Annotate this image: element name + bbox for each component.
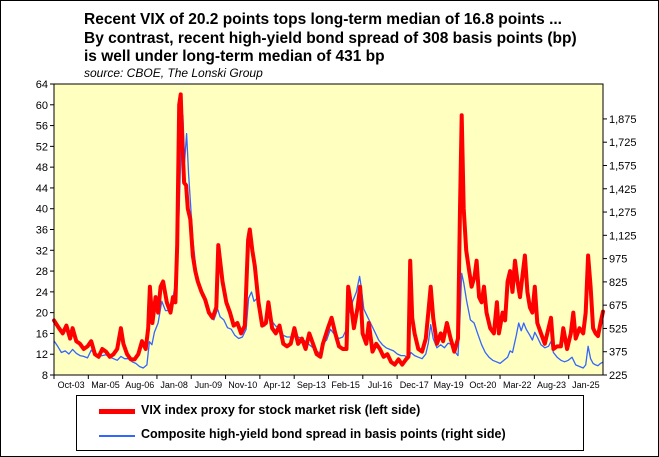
right-axis-ticks: 225 375 525 675 825 975 1,125 1,275 1,425 1,575 1,… [603, 114, 637, 382]
right-tick-label: 1,125 [609, 230, 637, 242]
left-axis-ticks: 8 12 16 20 24 28 32 36 40 44 48 52 56 60 64 [36, 79, 54, 382]
plot-border [53, 83, 604, 376]
right-tick-label: 225 [609, 370, 627, 382]
legend-item-high-yield: Composite high-yield bond spread in basi… [77, 426, 583, 446]
chart-subtitle-line-1: By contrast, recent high-yield bond spre… [84, 30, 577, 47]
left-tick-label: 28 [36, 266, 48, 278]
right-tick-label: 825 [609, 277, 627, 289]
left-tick-label: 36 [36, 225, 48, 237]
x-tick-label: Feb-15 [331, 380, 360, 390]
x-tick-label: May-19 [434, 380, 464, 390]
x-tick-label: Nov-10 [228, 380, 257, 390]
x-tick-label: Mar-22 [503, 380, 532, 390]
left-tick-label: 32 [36, 245, 48, 257]
right-tick-label: 1,575 [609, 160, 637, 172]
left-tick-label: 64 [36, 79, 48, 91]
left-tick-label: 44 [36, 183, 48, 195]
x-tick-label: Apr-12 [264, 380, 291, 390]
legend-swatch-vix [99, 409, 135, 414]
x-axis-ticks: Oct-03 Mar-05 Aug-06 Jan-08 Jun-09 Nov-10 Apr-… [53, 375, 600, 390]
left-tick-label: 24 [36, 287, 48, 299]
x-tick-label: Dec-17 [400, 380, 429, 390]
right-tick-label: 1,425 [609, 184, 637, 196]
series-line-vix [52, 92, 605, 367]
left-tick-label: 16 [36, 328, 48, 340]
chart-source: source: CBOE, The Lonski Group [84, 66, 263, 80]
left-tick-label: 56 [36, 121, 48, 133]
legend-label-high-yield: Composite high-yield bond spread in basi… [141, 427, 506, 441]
x-tick-label: Oct-20 [469, 380, 496, 390]
x-tick-label: Oct-03 [58, 380, 85, 390]
chart-subtitle-line-2: is well under long-term median of 431 bp [84, 48, 385, 65]
chart-title: Recent VIX of 20.2 points tops long-term… [84, 11, 562, 28]
x-tick-label: Mar-05 [91, 380, 120, 390]
left-tick-label: 48 [36, 162, 48, 174]
legend-item-vix: VIX index proxy for stock market risk (l… [77, 402, 583, 422]
left-tick-label: 8 [42, 370, 48, 382]
x-tick-label: Jul-16 [368, 380, 393, 390]
right-tick-label: 1,875 [609, 114, 637, 126]
x-tick-label: Aug-06 [125, 380, 154, 390]
x-tick-label: Jun-09 [195, 380, 223, 390]
right-tick-label: 975 [609, 254, 627, 266]
legend-label-vix: VIX index proxy for stock market risk (l… [141, 403, 421, 417]
x-tick-label: Jan-08 [160, 380, 188, 390]
right-tick-label: 675 [609, 300, 627, 312]
left-tick-label: 20 [36, 308, 48, 320]
right-tick-label: 525 [609, 323, 627, 335]
x-tick-label: Jan-25 [572, 380, 600, 390]
x-tick-label: Aug-23 [537, 380, 566, 390]
left-tick-label: 52 [36, 141, 48, 153]
right-tick-label: 1,275 [609, 207, 637, 219]
left-tick-label: 12 [36, 349, 48, 361]
legend-swatch-high-yield [99, 435, 135, 437]
right-tick-label: 1,725 [609, 137, 637, 149]
right-tick-label: 375 [609, 347, 627, 359]
x-tick-label: Sep-13 [297, 380, 326, 390]
left-tick-label: 60 [36, 100, 48, 112]
legend: VIX index proxy for stock market risk (l… [76, 395, 584, 451]
left-tick-label: 40 [36, 204, 48, 216]
